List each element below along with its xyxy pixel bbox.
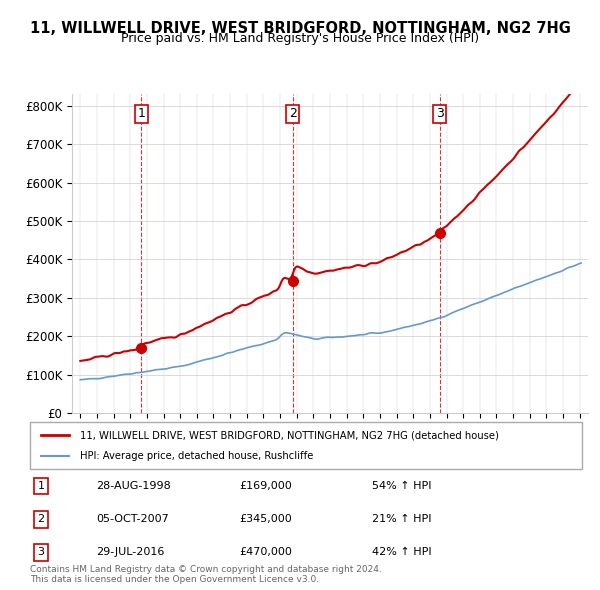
Text: 05-OCT-2007: 05-OCT-2007 (96, 514, 169, 524)
Text: 28-AUG-1998: 28-AUG-1998 (96, 481, 171, 491)
FancyBboxPatch shape (30, 422, 582, 469)
Text: Price paid vs. HM Land Registry's House Price Index (HPI): Price paid vs. HM Land Registry's House … (121, 32, 479, 45)
Text: 3: 3 (38, 548, 44, 557)
Text: £470,000: £470,000 (240, 548, 293, 557)
Text: 3: 3 (436, 107, 443, 120)
Text: Contains HM Land Registry data © Crown copyright and database right 2024.
This d: Contains HM Land Registry data © Crown c… (30, 565, 382, 584)
Text: HPI: Average price, detached house, Rushcliffe: HPI: Average price, detached house, Rush… (80, 451, 313, 461)
Text: 2: 2 (289, 107, 296, 120)
Text: 42% ↑ HPI: 42% ↑ HPI (372, 548, 432, 557)
Text: 11, WILLWELL DRIVE, WEST BRIDGFORD, NOTTINGHAM, NG2 7HG (detached house): 11, WILLWELL DRIVE, WEST BRIDGFORD, NOTT… (80, 430, 499, 440)
Text: 29-JUL-2016: 29-JUL-2016 (96, 548, 164, 557)
Text: 2: 2 (37, 514, 44, 524)
Text: 11, WILLWELL DRIVE, WEST BRIDGFORD, NOTTINGHAM, NG2 7HG: 11, WILLWELL DRIVE, WEST BRIDGFORD, NOTT… (29, 21, 571, 35)
Text: 1: 1 (137, 107, 145, 120)
Text: 54% ↑ HPI: 54% ↑ HPI (372, 481, 432, 491)
Text: 21% ↑ HPI: 21% ↑ HPI (372, 514, 432, 524)
Text: 1: 1 (38, 481, 44, 491)
Text: £345,000: £345,000 (240, 514, 293, 524)
Text: £169,000: £169,000 (240, 481, 293, 491)
